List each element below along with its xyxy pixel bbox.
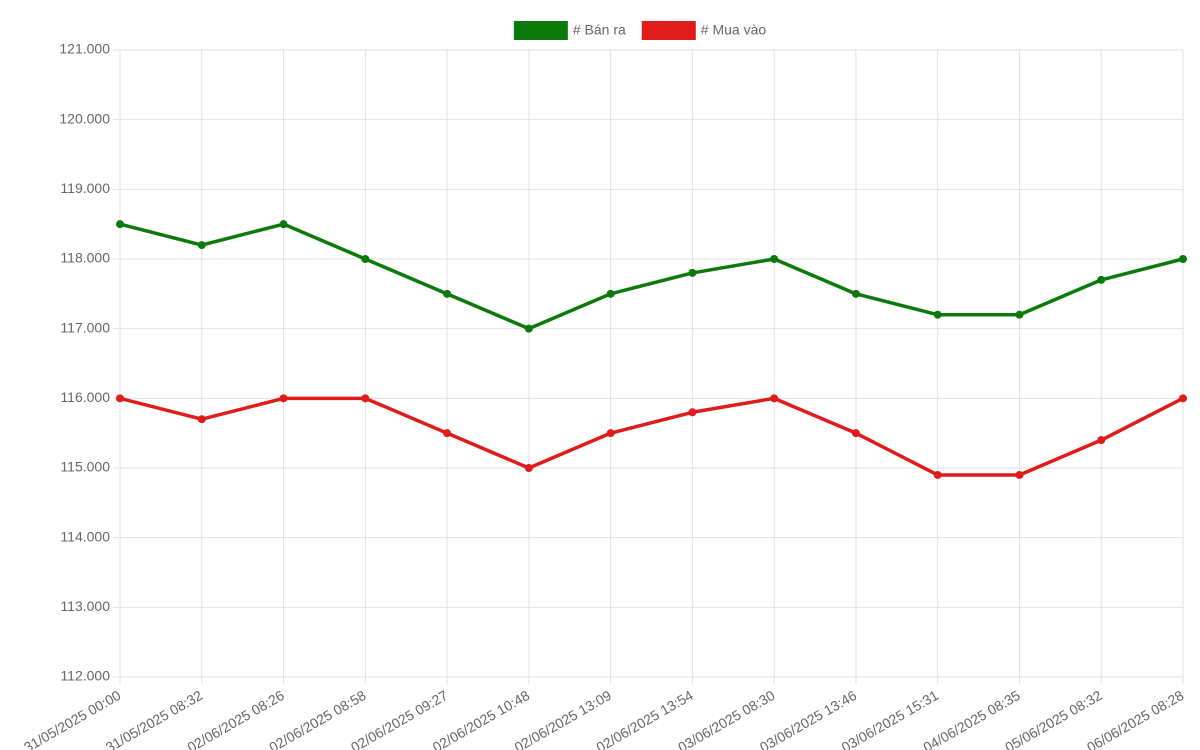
- y-tick-label: 116.000: [60, 389, 110, 405]
- data-point: [361, 255, 370, 263]
- y-tick-label: 114.000: [60, 528, 110, 544]
- legend-label: # Mua vào: [701, 22, 767, 38]
- data-point: [524, 464, 533, 472]
- y-tick-label: 113.000: [60, 598, 110, 614]
- series-line: [119, 222, 1184, 331]
- data-point: [688, 408, 697, 417]
- y-tick-label: 115.000: [60, 459, 110, 475]
- data-point: [279, 394, 288, 403]
- data-point: [770, 394, 779, 403]
- data-point: [443, 429, 452, 438]
- data-point: [1097, 436, 1106, 445]
- legend-swatch: [641, 21, 696, 40]
- data-point: [116, 394, 124, 403]
- data-point: [606, 429, 615, 438]
- legend-swatch: [513, 21, 568, 40]
- data-point: [851, 289, 860, 298]
- data-point: [443, 289, 452, 298]
- data-point: [933, 310, 942, 319]
- y-tick-label: 121.000: [59, 41, 110, 57]
- data-point: [197, 415, 206, 424]
- data-point: [606, 289, 615, 298]
- data-point: [361, 394, 370, 403]
- y-tick-label: 118.000: [60, 250, 110, 266]
- y-tick-label: 119.000: [60, 180, 110, 196]
- data-point: [524, 324, 533, 333]
- data-point: [279, 220, 288, 229]
- series-line: [119, 396, 1184, 477]
- data-point: [1179, 394, 1187, 403]
- data-point: [851, 429, 860, 438]
- legend: # Bán ra # Mua vào: [513, 21, 767, 40]
- y-tick-label: 112.000: [60, 668, 110, 684]
- legend-label: # Bán ra: [573, 22, 626, 38]
- data-point: [1179, 255, 1187, 263]
- y-tick-label: 120.000: [59, 110, 110, 126]
- data-point: [1097, 275, 1106, 284]
- data-point: [688, 268, 697, 277]
- data-point: [197, 241, 206, 250]
- y-tick-label: 117.000: [60, 319, 110, 335]
- data-point: [770, 255, 779, 263]
- data-point: [1015, 470, 1024, 479]
- data-point: [116, 220, 124, 229]
- data-point: [933, 470, 942, 479]
- data-point: [1015, 310, 1024, 319]
